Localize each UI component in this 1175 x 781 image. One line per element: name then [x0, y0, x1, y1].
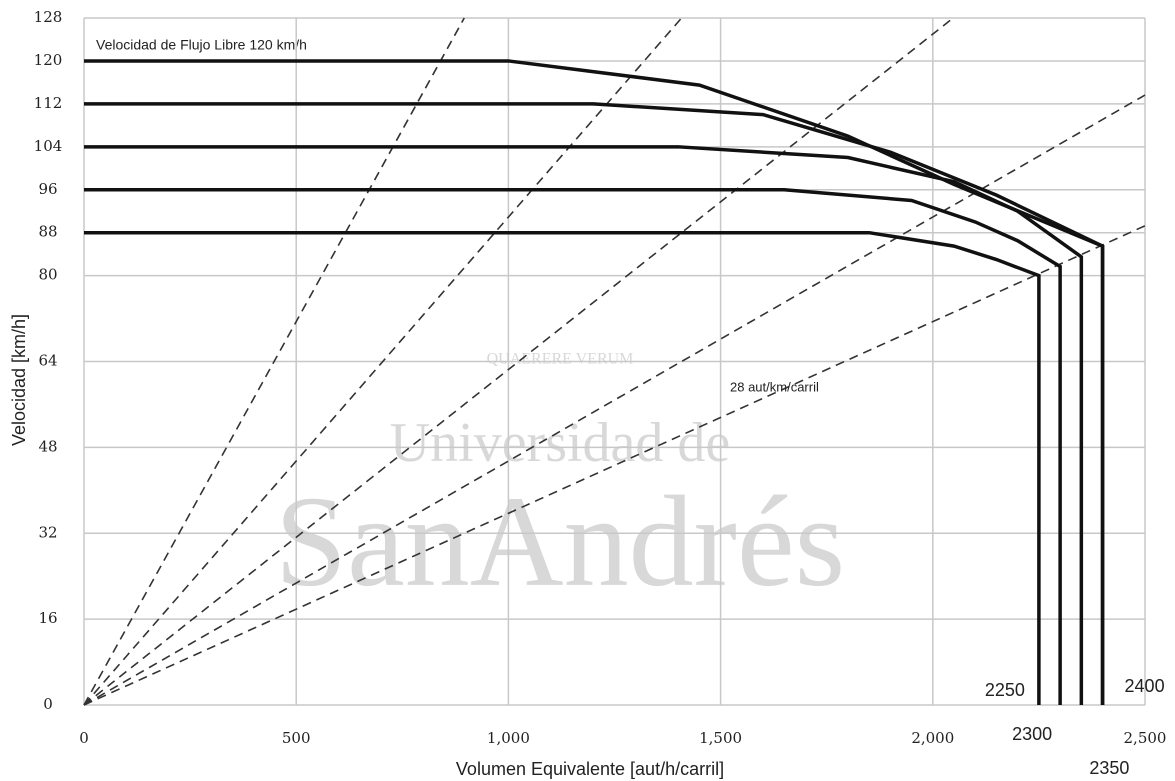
x-tick-label: 2,000: [911, 729, 954, 747]
y-tick-label: 96: [38, 180, 57, 198]
chart: Universidad de SanAndrés QUAERERE VERUM …: [0, 0, 1175, 781]
y-tick-label: 0: [43, 695, 53, 713]
annotation: Velocidad de Flujo Libre 120 km/h: [96, 37, 307, 53]
y-tick-label: 128: [34, 8, 63, 26]
y-tick-label: 64: [38, 352, 57, 370]
capacity-label: 2250: [985, 680, 1025, 700]
watermark: SanAndrés: [275, 470, 845, 614]
y-tick-label: 120: [34, 51, 63, 69]
watermark: Universidad de: [390, 412, 731, 474]
x-tick-label: 1,500: [699, 729, 742, 747]
y-tick-label: 16: [38, 609, 57, 627]
x-tick-label: 0: [79, 729, 89, 747]
x-tick-label: 2,500: [1124, 729, 1167, 747]
y-tick-label: 32: [38, 523, 57, 541]
capacity-label: 2350: [1089, 758, 1129, 778]
y-tick-label: 48: [38, 437, 57, 455]
y-tick-label: 104: [34, 137, 63, 155]
y-tick-label: 88: [38, 223, 57, 241]
capacity-label: 2400: [1125, 676, 1165, 696]
x-axis-label: Volumen Equivalente [aut/h/carril]: [456, 759, 724, 779]
capacity-label: 2300: [1012, 724, 1052, 744]
density-label: 28 aut/km/carril: [730, 379, 819, 394]
x-tick-label: 1,000: [487, 729, 530, 747]
x-tick-label: 500: [282, 729, 311, 747]
y-axis-label: Velocidad [km/h]: [9, 314, 29, 446]
y-tick-label: 112: [34, 94, 63, 112]
y-tick-label: 80: [38, 266, 57, 284]
speed-flow-curve: [84, 104, 1103, 705]
